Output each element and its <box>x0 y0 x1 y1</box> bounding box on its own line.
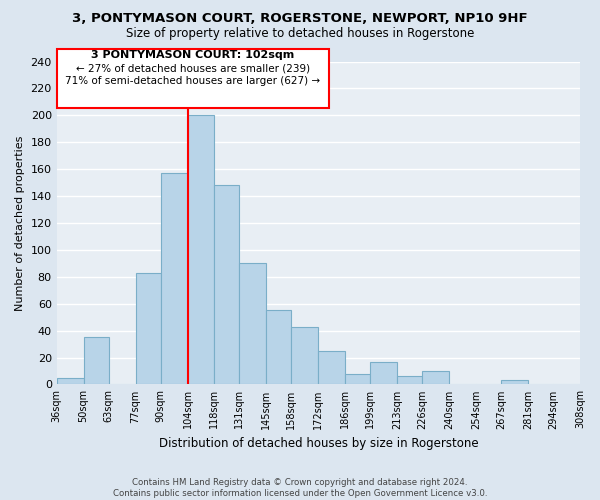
Bar <box>56 378 83 384</box>
X-axis label: Distribution of detached houses by size in Rogerstone: Distribution of detached houses by size … <box>158 437 478 450</box>
Text: ← 27% of detached houses are smaller (239): ← 27% of detached houses are smaller (23… <box>76 63 310 73</box>
Bar <box>214 186 239 384</box>
FancyBboxPatch shape <box>56 48 329 108</box>
Text: 3, PONTYMASON COURT, ROGERSTONE, NEWPORT, NP10 9HF: 3, PONTYMASON COURT, ROGERSTONE, NEWPORT… <box>72 12 528 26</box>
Bar <box>345 374 370 384</box>
Bar <box>239 264 266 384</box>
Bar <box>187 116 214 384</box>
Bar <box>370 362 397 384</box>
Text: 3 PONTYMASON COURT: 102sqm: 3 PONTYMASON COURT: 102sqm <box>91 50 295 60</box>
Bar <box>266 310 292 384</box>
Text: Contains HM Land Registry data © Crown copyright and database right 2024.
Contai: Contains HM Land Registry data © Crown c… <box>113 478 487 498</box>
Bar <box>161 173 187 384</box>
Bar <box>319 351 345 384</box>
Bar <box>136 273 161 384</box>
Bar <box>397 376 422 384</box>
Bar <box>501 380 528 384</box>
Bar <box>422 371 449 384</box>
Bar <box>292 326 319 384</box>
Bar <box>83 338 109 384</box>
Text: Size of property relative to detached houses in Rogerstone: Size of property relative to detached ho… <box>126 28 474 40</box>
Y-axis label: Number of detached properties: Number of detached properties <box>15 136 25 310</box>
Text: 71% of semi-detached houses are larger (627) →: 71% of semi-detached houses are larger (… <box>65 76 320 86</box>
